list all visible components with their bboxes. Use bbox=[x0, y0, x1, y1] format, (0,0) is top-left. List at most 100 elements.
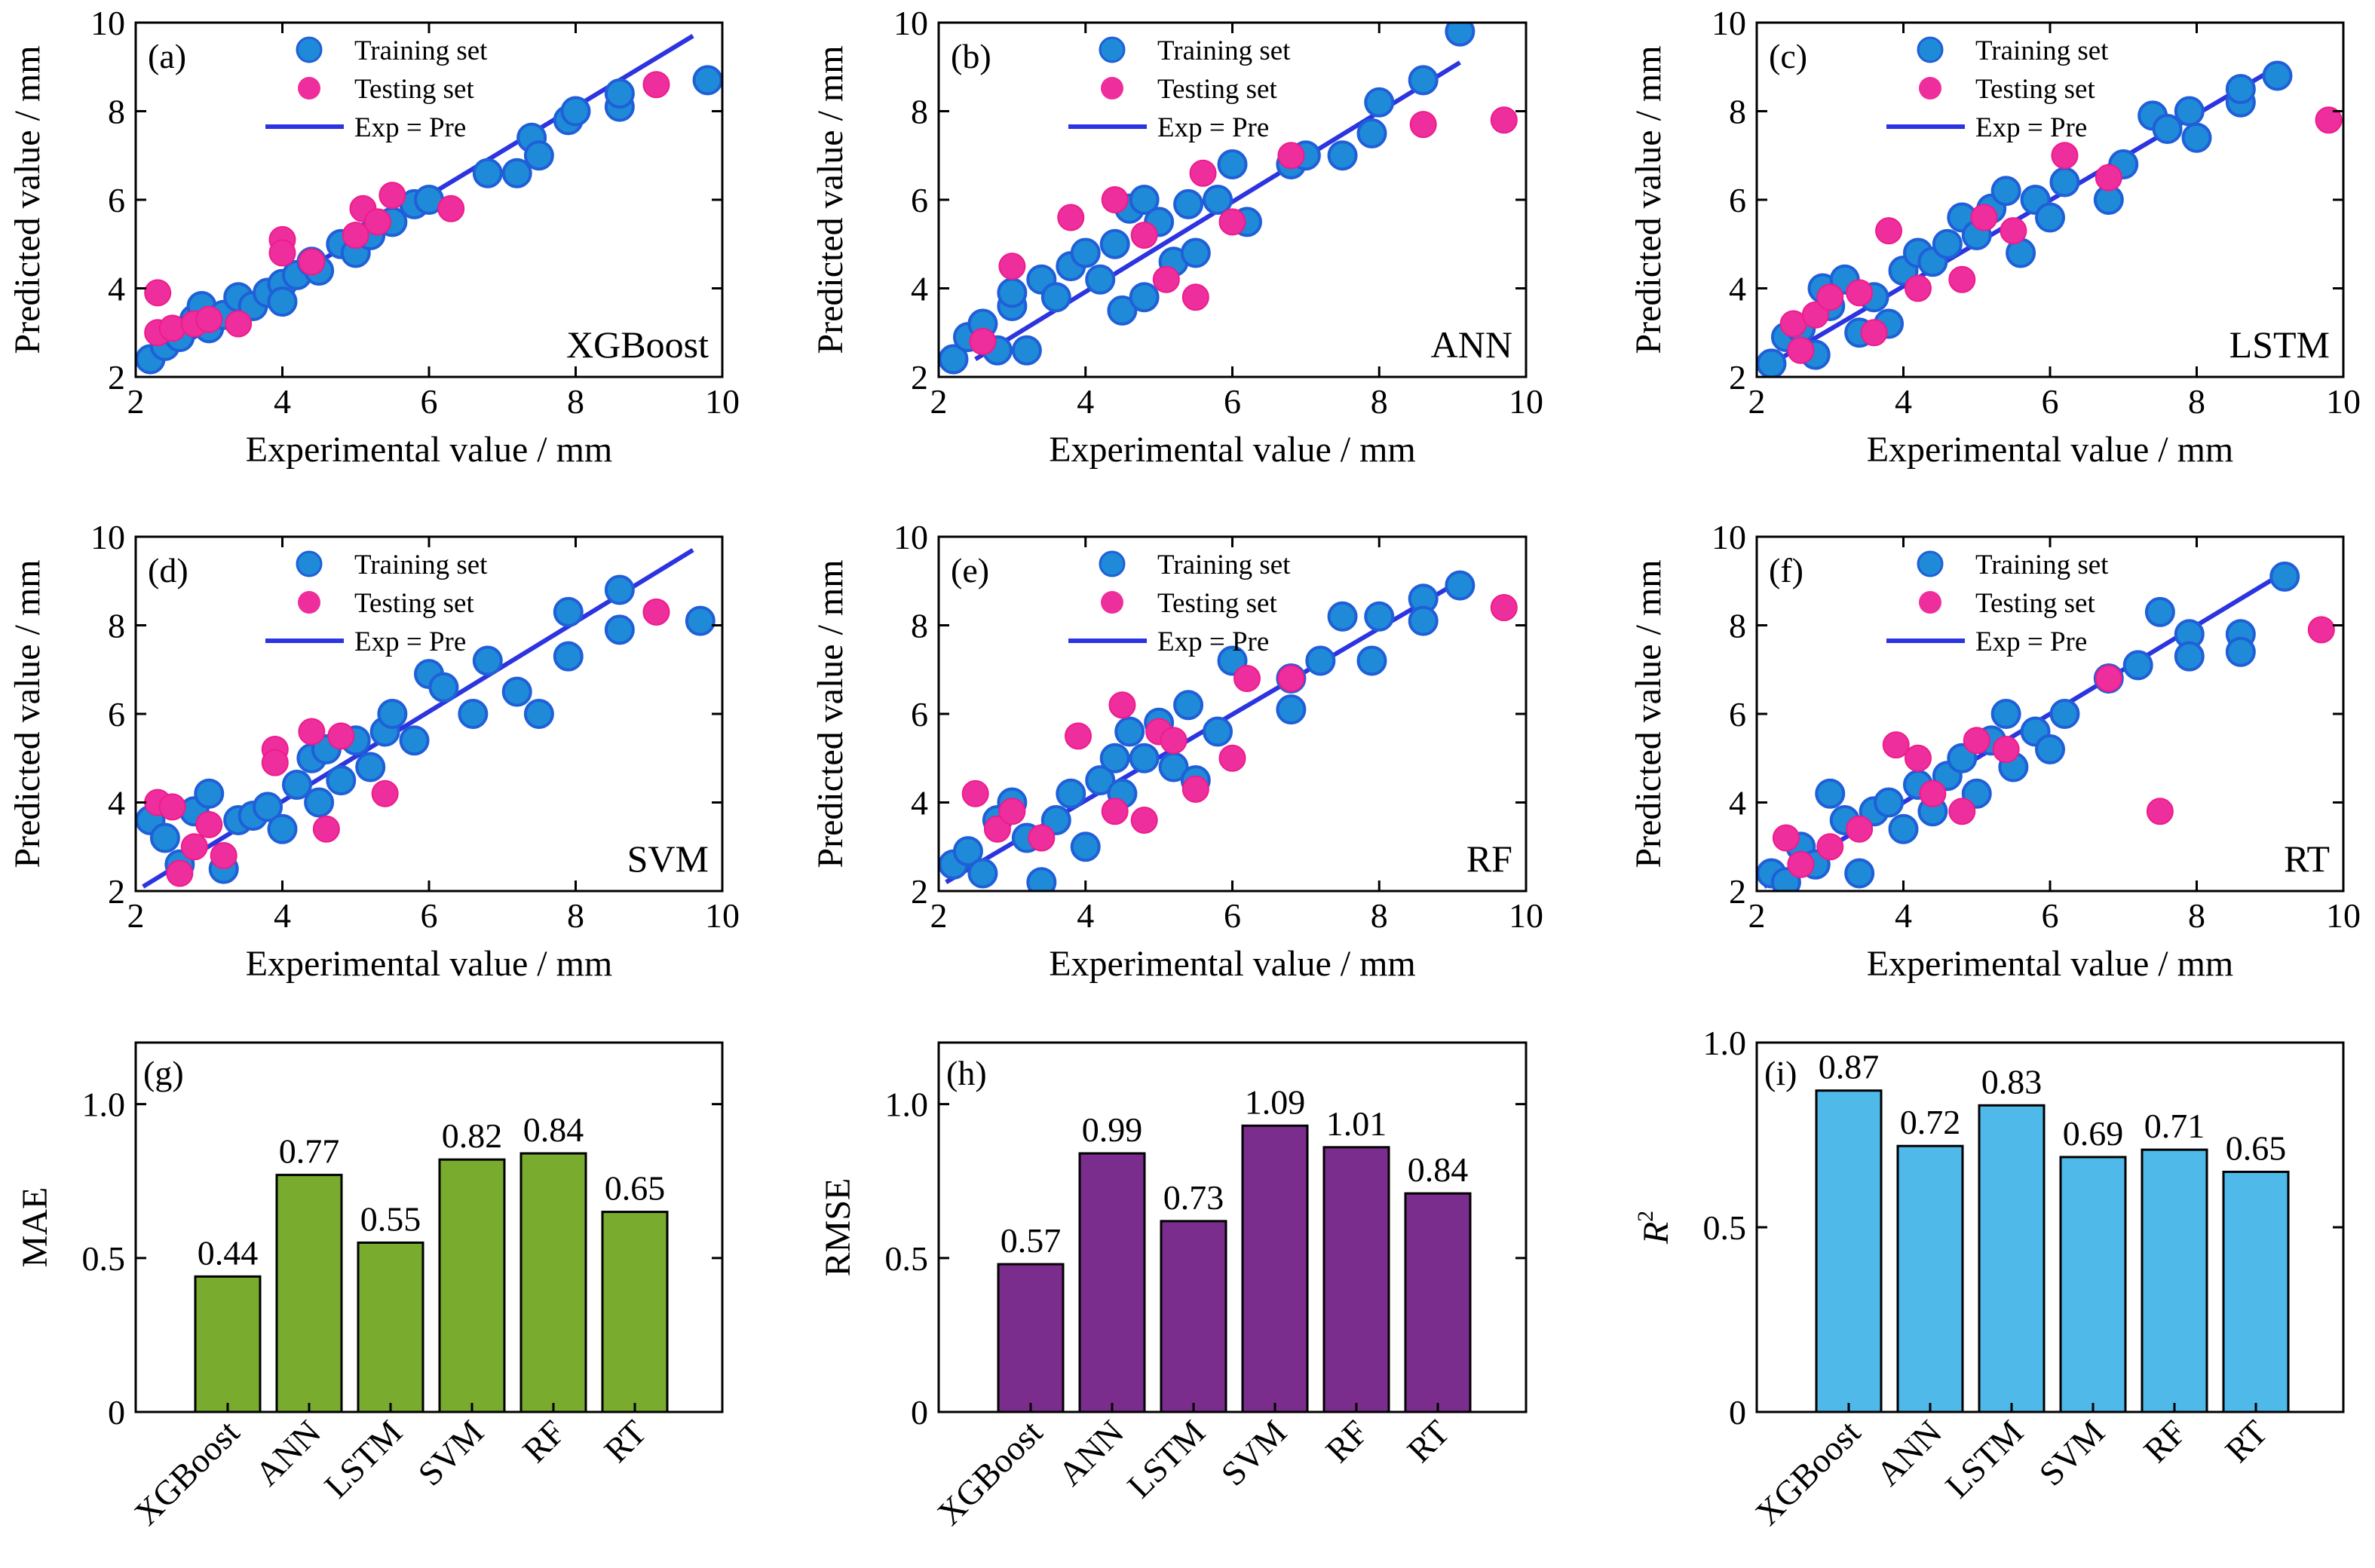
testing-point bbox=[2051, 142, 2079, 170]
legend-training-label: Training set bbox=[354, 35, 488, 66]
panel-label: (c) bbox=[1769, 37, 1807, 75]
training-point bbox=[1173, 690, 1204, 721]
axes-frame bbox=[1755, 21, 2345, 378]
testing-point bbox=[195, 305, 223, 333]
panel-label: (e) bbox=[951, 551, 989, 590]
plot-area bbox=[939, 23, 1518, 375]
training-point bbox=[1932, 228, 1963, 259]
training-point bbox=[1356, 118, 1387, 149]
testing-point bbox=[210, 842, 238, 869]
bar-svm bbox=[1241, 1124, 1309, 1413]
y-tick-label: 0.5 bbox=[1703, 1208, 1747, 1247]
bar-ann bbox=[1896, 1144, 1964, 1413]
training-point bbox=[1356, 645, 1387, 676]
testing-point bbox=[1875, 217, 1903, 245]
x-tick-label: 10 bbox=[1509, 896, 1543, 935]
bar-rt bbox=[2222, 1171, 2290, 1413]
training-point bbox=[1107, 295, 1138, 326]
y-tick-label: 2 bbox=[911, 358, 928, 397]
legend-testing-marker bbox=[1919, 591, 1941, 614]
testing-point bbox=[195, 810, 223, 838]
x-tick-label: 8 bbox=[2188, 896, 2205, 935]
plot-area bbox=[136, 548, 716, 889]
legend-training-label: Training set bbox=[1157, 550, 1291, 580]
x-tick-label: XGBoost bbox=[127, 1413, 247, 1533]
testing-point bbox=[1409, 111, 1437, 139]
testing-point bbox=[158, 793, 186, 821]
y-tick-label: 8 bbox=[1729, 607, 1746, 645]
panel-label: (f) bbox=[1769, 551, 1803, 590]
training-point bbox=[560, 96, 591, 127]
training-point bbox=[1180, 237, 1211, 268]
x-tick-label: 4 bbox=[1077, 382, 1094, 421]
legend-training-marker bbox=[1917, 550, 1944, 577]
bar-xgboost bbox=[194, 1275, 262, 1413]
y-tick-label: 1.0 bbox=[885, 1086, 929, 1124]
y-tick-label: 1.0 bbox=[82, 1086, 126, 1124]
training-point bbox=[1129, 743, 1160, 773]
testing-point bbox=[1948, 798, 1976, 825]
testing-point bbox=[1490, 594, 1518, 621]
testing-point bbox=[1130, 807, 1158, 834]
training-point bbox=[2035, 734, 2065, 764]
y-axis-title-sup: 2 bbox=[1633, 1211, 1658, 1222]
scatter-panel-rf: 2 4 6 8 10 2 4 6 8 10 Training set Testing set Exp =… bbox=[811, 518, 1543, 984]
testing-point bbox=[1919, 779, 1947, 807]
model-name: RF bbox=[1466, 838, 1512, 880]
y-tick-label: 6 bbox=[108, 695, 125, 733]
training-point bbox=[967, 858, 998, 889]
training-point bbox=[1173, 188, 1204, 219]
legend-testing-marker bbox=[1101, 77, 1123, 100]
y-axis-title: Predicted value / mm bbox=[811, 559, 850, 868]
y-tick-label: 8 bbox=[1729, 93, 1746, 131]
bar-svm bbox=[2059, 1156, 2127, 1413]
x-tick-label: LSTM bbox=[1120, 1413, 1212, 1505]
bar-panel-r2: 0 0.5 1.0 0.87 XGBoost 0.72 ANN 0.83 LSTM 0.69 SVM… bbox=[1633, 1024, 2345, 1533]
training-point bbox=[1114, 716, 1145, 747]
training-point bbox=[1070, 237, 1101, 268]
y-axis-title: RMSE bbox=[818, 1178, 858, 1277]
testing-point bbox=[1057, 204, 1085, 231]
model-name: XGBoost bbox=[566, 323, 709, 366]
model-name: SVM bbox=[627, 838, 709, 880]
training-point bbox=[692, 65, 722, 96]
legend-line-label: Exp = Pre bbox=[354, 112, 466, 143]
scatter-panel-svm: 2 4 6 8 10 2 4 6 8 10 Training set Testing set Exp =… bbox=[8, 518, 740, 984]
training-point bbox=[2152, 114, 2183, 144]
y-axis-title: Predicted value / mm bbox=[1629, 559, 1669, 868]
y-tick-label: 8 bbox=[108, 607, 125, 645]
x-tick-label: SVM bbox=[410, 1413, 491, 1493]
bar-lstm bbox=[1160, 1220, 1227, 1413]
y-tick-label: 6 bbox=[911, 181, 928, 219]
bar-panel-mae: 0 0.5 1.0 0.44 XGBoost 0.77 ANN 0.55 LSTM 0.82 SVM… bbox=[15, 1041, 724, 1533]
testing-point bbox=[1101, 186, 1129, 213]
legend-line-label: Exp = Pre bbox=[1975, 626, 2087, 657]
testing-point bbox=[371, 779, 399, 807]
model-name: ANN bbox=[1431, 323, 1512, 366]
testing-point bbox=[158, 314, 186, 342]
bar-value-label: 1.09 bbox=[1245, 1083, 1306, 1121]
legend-training-label: Training set bbox=[1157, 35, 1291, 66]
x-tick-label: 2 bbox=[930, 382, 948, 421]
training-point bbox=[1815, 778, 1846, 809]
x-tick-label: XGBoost bbox=[1748, 1413, 1868, 1533]
scatter-panel-xgboost: 2 4 6 8 10 2 4 6 8 10 Training set Testing set Exp =… bbox=[8, 4, 740, 470]
x-axis-title: Experimental value / mm bbox=[1867, 430, 2234, 470]
training-point bbox=[604, 574, 635, 605]
bar-value-label: 0.65 bbox=[605, 1169, 666, 1208]
bar-value-label: 0.77 bbox=[279, 1132, 340, 1171]
legend-training-label: Training set bbox=[1975, 550, 2109, 580]
training-point bbox=[458, 699, 489, 729]
y-tick-label: 0.5 bbox=[82, 1239, 126, 1278]
x-tick-label: 10 bbox=[1509, 382, 1543, 421]
training-point bbox=[1888, 813, 1919, 844]
legend-training-marker bbox=[1099, 36, 1126, 63]
testing-point bbox=[1065, 722, 1092, 750]
y-tick-label: 1.0 bbox=[1703, 1024, 1747, 1062]
testing-point bbox=[961, 779, 989, 807]
x-tick-label: 8 bbox=[1371, 896, 1388, 935]
y-tick-label: 4 bbox=[1729, 784, 1746, 822]
training-point bbox=[377, 699, 408, 729]
y-tick-label: 4 bbox=[108, 784, 125, 822]
x-tick-label: 8 bbox=[1371, 382, 1388, 421]
